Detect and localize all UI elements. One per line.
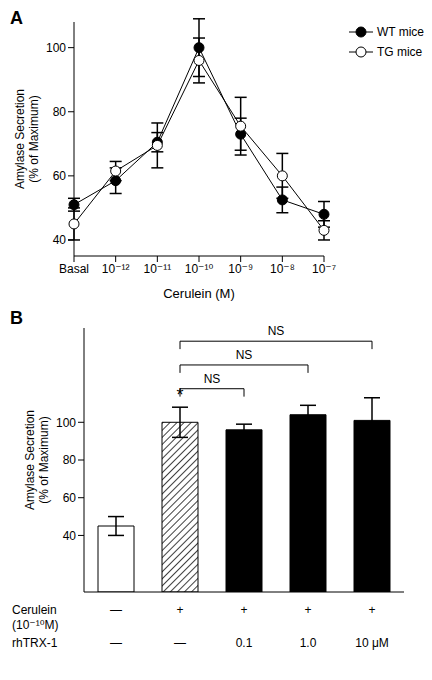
svg-text:Cerulein(10⁻¹⁰M): Cerulein(10⁻¹⁰M) <box>12 603 58 632</box>
svg-text:rhTRX-1: rhTRX-1 <box>12 636 58 650</box>
svg-text:0.1: 0.1 <box>236 636 253 650</box>
svg-text:10⁻¹⁰: 10⁻¹⁰ <box>185 262 214 276</box>
svg-text:10⁻¹²: 10⁻¹² <box>102 262 130 276</box>
svg-text:100: 100 <box>46 41 66 55</box>
svg-text:10⁻⁷: 10⁻⁷ <box>312 262 336 276</box>
svg-text:+: + <box>368 603 375 617</box>
svg-text:10⁻¹¹: 10⁻¹¹ <box>143 262 171 276</box>
svg-text:*: * <box>176 385 183 405</box>
svg-text:+: + <box>240 603 247 617</box>
svg-text:40: 40 <box>63 529 77 543</box>
svg-text:10⁻⁹: 10⁻⁹ <box>228 262 253 276</box>
svg-text:Amylase Secretion(% of Maximum: Amylase Secretion(% of Maximum) <box>13 89 41 189</box>
svg-text:80: 80 <box>53 105 67 119</box>
svg-text:—: — <box>110 603 122 617</box>
html-text:B: B <box>10 308 23 328</box>
svg-text:NS: NS <box>236 348 253 362</box>
html-text:TG mice: TG mice <box>376 45 423 59</box>
svg-text:40: 40 <box>53 233 67 247</box>
svg-text:—: — <box>110 636 122 650</box>
svg-text:Basal: Basal <box>59 262 89 276</box>
svg-text:100: 100 <box>56 416 76 430</box>
svg-text:Cerulein (M): Cerulein (M) <box>163 286 235 301</box>
svg-text:NS: NS <box>204 372 221 386</box>
svg-text:1.0: 1.0 <box>300 636 317 650</box>
svg-text:60: 60 <box>53 169 67 183</box>
svg-text:80: 80 <box>63 453 77 467</box>
svg-text:10⁻⁸: 10⁻⁸ <box>270 262 295 276</box>
svg-text:60: 60 <box>63 491 77 505</box>
html-text:WT mice: WT mice <box>376 25 424 39</box>
svg-text:Amylase Secretion(% of Maximum: Amylase Secretion(% of Maximum) <box>23 410 51 510</box>
svg-text:NS: NS <box>268 324 285 338</box>
svg-text:—: — <box>174 636 186 650</box>
svg-text:+: + <box>176 603 183 617</box>
svg-text:10 μM: 10 μM <box>355 636 389 650</box>
svg-text:+: + <box>304 603 311 617</box>
html-text:A: A <box>10 8 23 28</box>
